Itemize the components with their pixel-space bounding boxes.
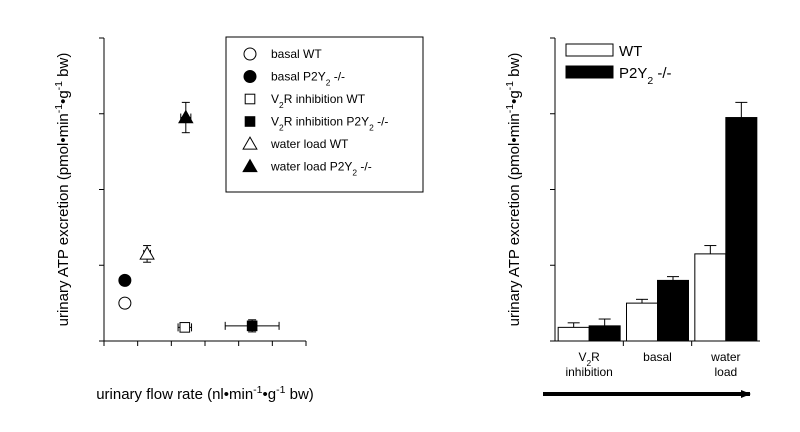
y-axis-title: urinary ATP excretion (pmol•min-1•g-1 bw…: [53, 53, 72, 327]
legend-label: water load P2Y2 -/-: [270, 160, 372, 178]
category-label: inhibition: [565, 365, 612, 379]
data-point: [246, 320, 258, 332]
legend-marker: [242, 136, 258, 150]
scatter-panel: urinary flow rate (nl•min-1•g-1 bw) urina…: [53, 36, 424, 403]
legend: basal WT basal P2Y2 -/- V2R inhibition WT V…: [225, 36, 424, 193]
legend-swatch: [565, 65, 614, 79]
legend-marker: [242, 158, 258, 173]
legend: WT P2Y2 -/-: [565, 43, 672, 87]
category-label: load: [714, 365, 737, 379]
x-axis-title: urinary flow rate (nl•min-1•g-1 bw): [96, 384, 314, 403]
legend-marker: [243, 47, 257, 61]
data-point: [139, 245, 155, 260]
legend-label: V2R inhibition WT: [271, 92, 366, 110]
bar: [694, 253, 727, 342]
legend-swatch: [565, 43, 614, 57]
y-axis-title: urinary ATP excretion (pmol•min-1•g-1 bw…: [504, 53, 523, 327]
legend-label: basal P2Y2 -/-: [271, 70, 345, 88]
legend-label: water load WT: [270, 137, 349, 151]
category-label: basal: [643, 350, 672, 364]
legend-label: P2Y2 -/-: [619, 65, 672, 87]
bar: [725, 117, 758, 342]
legend-label: V2R inhibition P2Y2 -/-: [271, 115, 388, 133]
bar: [626, 302, 658, 342]
legend-box: [225, 36, 424, 193]
bar: [657, 279, 689, 342]
legend-marker: [244, 116, 256, 127]
data-point: [118, 296, 132, 310]
data-point: [178, 109, 194, 124]
legend-marker: [244, 93, 256, 105]
bar: [588, 325, 621, 342]
data-point: [118, 273, 132, 287]
category-label: water: [710, 350, 740, 364]
category-label: V2R: [578, 350, 600, 368]
data-point: [179, 322, 191, 333]
bar-panel: urinary ATP excretion (pmol•min-1•g-1 bw…: [504, 37, 760, 398]
legend-marker: [243, 70, 257, 83]
legend-label: basal WT: [271, 47, 322, 61]
legend-label: WT: [619, 43, 642, 60]
bar: [557, 326, 590, 342]
